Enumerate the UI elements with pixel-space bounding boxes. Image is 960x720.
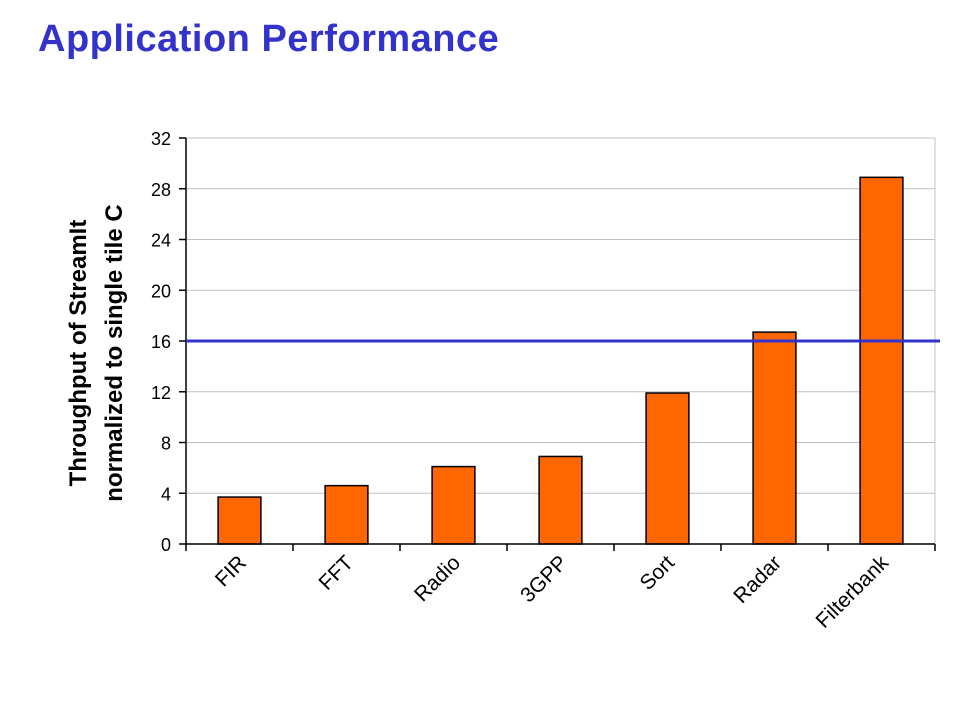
x-category-label: 3GPP — [516, 551, 572, 607]
x-category-label: Filterbank — [812, 551, 894, 633]
y-axis-label-line: Throughput of StreamIt — [65, 220, 92, 487]
x-category-label: FIR — [211, 551, 251, 591]
x-category-labels: FIR FFT Radio 3GPP Sort Radar Filterbank — [211, 551, 894, 633]
y-tick-label: 8 — [161, 434, 171, 454]
x-category-label: Sort — [636, 551, 680, 595]
y-tick-label: 12 — [151, 383, 171, 403]
bar-sort — [645, 392, 690, 545]
bar-fft — [324, 484, 369, 545]
bar-filterbank — [859, 176, 904, 545]
y-tick-label: 24 — [151, 231, 171, 251]
y-tick-label: 16 — [151, 332, 171, 352]
x-category-label: FFT — [315, 551, 359, 595]
y-tick-label: 20 — [151, 281, 171, 301]
x-category-label: Radio — [410, 551, 465, 606]
slide-title: Application Performance — [38, 18, 500, 60]
y-tick-label: 0 — [161, 535, 171, 555]
bar-radar — [752, 331, 797, 545]
bar-3gpp — [538, 455, 583, 545]
y-tick-label: 28 — [151, 180, 171, 200]
y-tick-labels: 0 4 8 12 16 20 24 28 32 — [151, 129, 171, 555]
bar-fir — [217, 496, 262, 545]
y-tick-label: 32 — [151, 129, 171, 149]
y-axis-label: Throughput of StreamIt normalized to sing… — [65, 204, 128, 501]
y-axis-label-line: normalized to single tile C — [101, 204, 128, 501]
bars — [217, 176, 904, 545]
bar-radio — [431, 465, 476, 545]
y-tick-label: 4 — [161, 484, 171, 504]
x-category-label: Radar — [729, 551, 786, 608]
